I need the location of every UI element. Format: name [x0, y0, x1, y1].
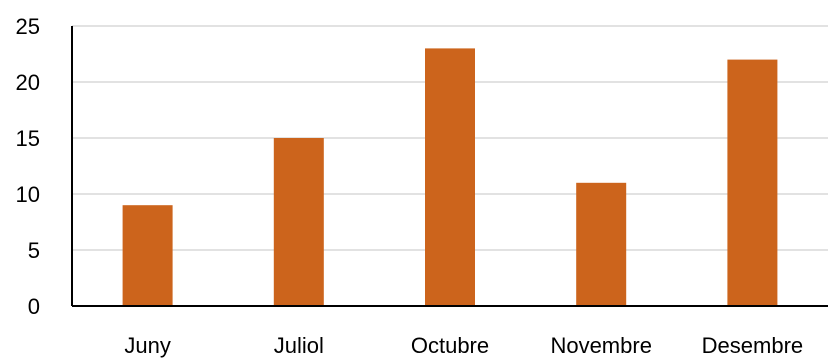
y-tick-label: 5: [28, 238, 40, 263]
x-tick-label: Juliol: [274, 333, 324, 358]
x-tick-label: Novembre: [550, 333, 651, 358]
bar-octubre: [425, 48, 475, 307]
bar-juliol: [273, 138, 324, 306]
y-tick-labels: 0 5 10 15 20 25: [16, 14, 40, 319]
y-tick-label: 0: [28, 294, 40, 319]
bars: [122, 48, 778, 307]
y-tick-label: 20: [16, 70, 40, 95]
y-tick-label: 25: [16, 14, 40, 39]
bar-novembre: [576, 182, 627, 306]
x-tick-labels: Juny Juliol Octubre Novembre Desembre: [124, 333, 803, 358]
y-tick-label: 15: [16, 126, 40, 151]
x-tick-label: Octubre: [411, 333, 489, 358]
y-tick-label: 10: [16, 182, 40, 207]
x-tick-label: Juny: [124, 333, 170, 358]
bar-desembre: [727, 59, 778, 306]
bar-juny: [122, 205, 173, 306]
x-tick-label: Desembre: [702, 333, 803, 358]
axes: [71, 26, 828, 307]
